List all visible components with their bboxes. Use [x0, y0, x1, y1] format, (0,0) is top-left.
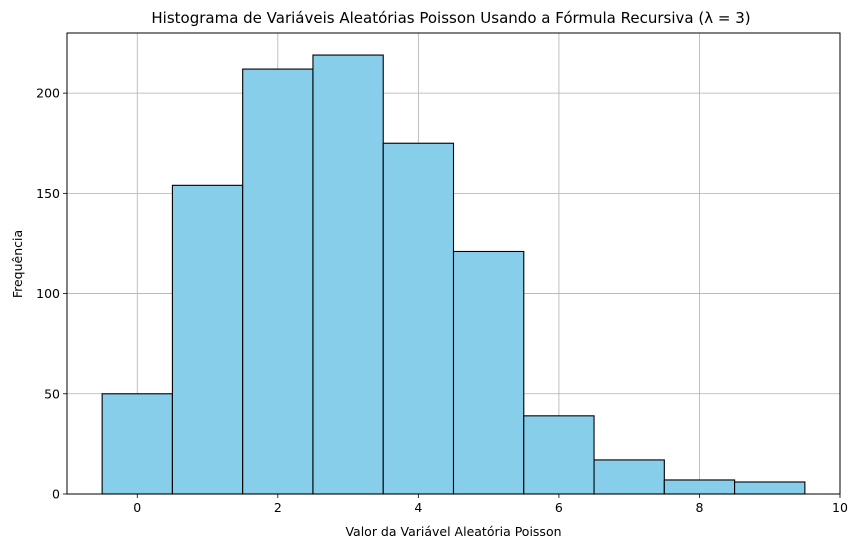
- histogram-bar-2: [242, 68, 314, 495]
- x-tick-label-6: 6: [555, 500, 563, 515]
- x-tick-label-8: 8: [695, 500, 703, 515]
- histogram-bar-0: [101, 393, 173, 495]
- x-tick-label-4: 4: [414, 500, 422, 515]
- histogram-bar-3: [312, 54, 384, 495]
- histogram-bar-9: [734, 481, 806, 495]
- histogram-bar-8: [663, 479, 736, 495]
- x-tick-label-10: 10: [832, 500, 848, 515]
- y-tick-label-100: 100: [36, 286, 60, 301]
- bar-layer: [101, 54, 806, 495]
- y-tick-label-0: 0: [52, 487, 60, 502]
- plot-frame: [66, 32, 841, 495]
- histogram-bar-1: [171, 184, 244, 495]
- histogram-bar-4: [382, 142, 455, 495]
- x-tick-label-2: 2: [274, 500, 282, 515]
- y-tick-label-200: 200: [36, 86, 60, 101]
- histogram-bar-6: [523, 415, 595, 495]
- y-tick-label-150: 150: [36, 186, 60, 201]
- chart-title: Histograma de Variáveis Aleatórias Poiss…: [151, 9, 750, 27]
- x-axis-label: Valor da Variável Aleatória Poisson: [345, 524, 561, 539]
- x-tick-label-0: 0: [133, 500, 141, 515]
- histogram-bar-7: [593, 459, 665, 495]
- y-axis-label: Frequência: [10, 230, 25, 298]
- y-tick-label-50: 50: [44, 386, 60, 401]
- histogram-bar-5: [452, 250, 525, 495]
